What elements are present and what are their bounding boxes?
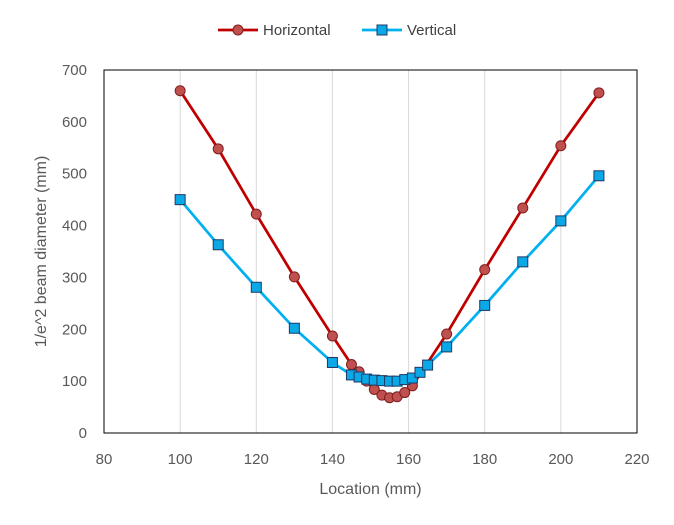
x-tick-label: 160 — [396, 451, 421, 468]
x-tick-label: 200 — [548, 451, 573, 468]
horizontal-point — [345, 359, 357, 371]
vertical-point — [479, 299, 491, 311]
legend-item-horizontal: Horizontal — [218, 22, 331, 39]
y-tick-label: 400 — [62, 218, 87, 235]
legend-label-horizontal: Horizontal — [263, 22, 331, 39]
vertical-point — [326, 356, 338, 368]
horizontal-point — [593, 87, 605, 99]
horizontal-point — [555, 140, 567, 152]
x-tick-label: 80 — [96, 451, 113, 468]
vertical-point — [555, 215, 567, 227]
vertical-point — [250, 281, 262, 293]
horizontal-point — [441, 328, 453, 340]
x-tick-label: 100 — [168, 451, 193, 468]
vertical-point — [212, 239, 224, 251]
horizontal-point — [326, 330, 338, 342]
horizontal-point — [479, 264, 491, 276]
y-tick-label: 700 — [62, 62, 87, 79]
legend: Horizontal Vertical — [218, 22, 456, 39]
x-tick-label: 220 — [624, 451, 649, 468]
vertical-point — [441, 341, 453, 353]
horizontal-point — [517, 202, 529, 214]
plot-area-border — [103, 69, 638, 434]
vertical-point — [406, 372, 418, 384]
legend-marker-horizontal — [232, 24, 244, 36]
y-tick-label: 600 — [62, 114, 87, 131]
grid-lines — [179, 70, 562, 433]
legend-label-vertical: Vertical — [407, 22, 456, 39]
x-tick-label: 120 — [244, 451, 269, 468]
vertical-point — [288, 322, 300, 334]
vertical-point — [593, 170, 605, 182]
y-tick-label: 200 — [62, 321, 87, 338]
horizontal-point — [399, 387, 411, 399]
y-tick-label: 0 — [79, 425, 87, 442]
vertical-series — [174, 170, 605, 387]
x-tick-label: 180 — [472, 451, 497, 468]
vertical-point — [517, 256, 529, 268]
horizontal-point — [288, 271, 300, 283]
y-tick-label: 500 — [62, 166, 87, 183]
y-tick-label: 100 — [62, 373, 87, 390]
series-layer — [174, 85, 605, 404]
horizontal-point — [212, 143, 224, 155]
x-tick-label: 140 — [320, 451, 345, 468]
y-tick-label: 300 — [62, 269, 87, 286]
legend-item-vertical: Vertical — [362, 22, 456, 39]
legend-marker-vertical — [376, 24, 388, 36]
x-axis-title: Location (mm) — [319, 481, 421, 498]
horizontal-line — [178, 89, 601, 400]
vertical-point — [414, 366, 426, 378]
vertical-point — [422, 359, 434, 371]
horizontal-point — [250, 208, 262, 220]
horizontal-point — [174, 85, 186, 97]
tick-labels: 80 100 120 140 160 180 200 220 0 100 200 300 400 500 6… — [62, 62, 650, 468]
vertical-line — [179, 174, 600, 383]
y-axis-title: 1/e^2 beam diameter (mm) — [33, 156, 50, 348]
vertical-point — [174, 194, 186, 206]
